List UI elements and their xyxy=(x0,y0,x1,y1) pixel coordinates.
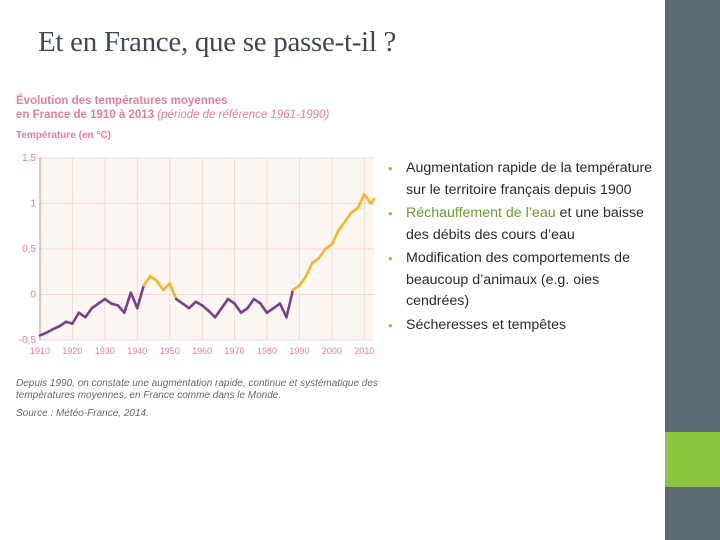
series-line-segment xyxy=(116,304,126,314)
temperature-figure: Évolution des températures moyennes en F… xyxy=(12,92,392,422)
series-line-segment xyxy=(187,300,197,310)
series-line-segment xyxy=(226,297,236,305)
series-line-segment xyxy=(291,284,301,292)
x-tick-label: 1940 xyxy=(127,346,147,356)
bullet-item: • Sécheresses et tempêtes xyxy=(388,315,660,337)
series-line-segment xyxy=(213,306,223,319)
figure-title-ref: (période de référence 1961-1990) xyxy=(157,109,330,121)
x-tick-label: 2010 xyxy=(354,346,374,356)
bullet-item: • Réchauffement de l’eau et une baisse de… xyxy=(388,203,660,246)
figure-source: Source : Météo-France, 2014. xyxy=(16,408,149,419)
series-line-segment xyxy=(77,311,87,319)
series-line-segment xyxy=(200,304,210,313)
x-tick-label: 1970 xyxy=(225,346,245,356)
series-line-segment xyxy=(246,297,256,310)
series-line-segment xyxy=(324,243,334,251)
bullet-highlight: Réchauffement de l’eau xyxy=(406,205,556,221)
series-line-segment xyxy=(304,261,314,278)
x-tick-label: 2000 xyxy=(322,346,342,356)
series-line-segment xyxy=(311,256,321,264)
series-line-segment xyxy=(58,320,68,328)
series-line-segment xyxy=(161,282,172,292)
y-tick-label: 1 xyxy=(30,199,36,210)
bullet-item: • Modification des comportements de beauc… xyxy=(388,248,660,313)
sidebar-accent xyxy=(665,432,720,487)
figure-title-line2: en France de 1910 à 2013 (période de réf… xyxy=(16,108,386,122)
slide-title: Et en France, que se passe-t-il ? xyxy=(38,26,397,58)
series-line-segment xyxy=(337,220,347,233)
series-line-segment xyxy=(330,229,340,246)
bullet-icon: • xyxy=(388,317,393,333)
x-tick-label: 1930 xyxy=(95,346,115,356)
series-line-segment xyxy=(343,211,353,223)
bullet-text: Sécheresses et tempêtes xyxy=(406,316,567,333)
series-line-segment xyxy=(265,306,275,314)
series-line-segment xyxy=(233,302,243,314)
figure-title-line1: Évolution des températures moyennes xyxy=(16,95,228,107)
x-tick-label: 1950 xyxy=(160,346,180,356)
series-line-segment xyxy=(103,297,113,305)
x-tick-label: 1960 xyxy=(192,346,212,356)
series-line-segment xyxy=(272,302,282,310)
bullet-list: • Augmentation rapide de la température s… xyxy=(388,158,660,338)
series-line-segment xyxy=(298,275,308,287)
series-line-segment xyxy=(239,306,249,314)
x-tick-label: 1920 xyxy=(62,346,82,356)
figure-title-main: en France de 1910 à 2013 xyxy=(16,109,155,121)
figure-caption: Depuis 1990, on constate une augmentatio… xyxy=(16,378,378,401)
bullet-text: Augmentation rapide de la température su… xyxy=(406,160,653,198)
series-line-segment xyxy=(148,275,159,283)
series-line-segment xyxy=(129,291,139,310)
series-line-segment xyxy=(135,284,146,310)
series-line-segment xyxy=(220,297,230,310)
x-tick-label: 1910 xyxy=(30,346,50,356)
series-line-segment xyxy=(142,275,152,287)
figure-title: Évolution des températures moyennes en F… xyxy=(16,94,386,122)
bullet-icon: • xyxy=(388,161,393,176)
series-line-segment xyxy=(252,297,262,305)
series-line-segment xyxy=(369,197,376,205)
bullet-text: Modification des comportements de beauco… xyxy=(406,250,630,309)
series-line-segment xyxy=(207,309,217,319)
series-line-segment xyxy=(362,193,373,205)
series-line-segment xyxy=(259,302,269,314)
chart-ylabel: Température (en °C) xyxy=(16,130,111,141)
series-line-segment xyxy=(356,193,366,210)
series-line-segment xyxy=(71,311,81,325)
series-line-segment xyxy=(97,297,107,305)
bullet-icon: • xyxy=(388,251,393,266)
bullet-item: • Augmentation rapide de la température s… xyxy=(388,158,660,201)
series-line-segment xyxy=(155,279,165,292)
y-tick-label: 0 xyxy=(30,290,36,301)
series-line-segment xyxy=(90,302,100,310)
series-line-segment xyxy=(181,302,191,310)
series-line-segment xyxy=(174,297,184,305)
series-line-segment xyxy=(317,247,327,260)
y-tick-label: 0,5 xyxy=(22,244,36,255)
y-tick-label: 1,5 xyxy=(22,153,36,164)
series-line-segment xyxy=(84,306,94,319)
bullet-text: et une baisse des débits des cours d’eau xyxy=(406,205,644,243)
bullet-icon: • xyxy=(388,206,393,221)
x-tick-label: 1990 xyxy=(289,346,309,356)
series-line-segment xyxy=(350,206,360,214)
series-line-segment xyxy=(123,291,133,314)
x-tick-label: 1980 xyxy=(257,346,277,356)
series-line-segment xyxy=(285,288,295,319)
series-line-segment xyxy=(168,282,178,301)
temperature-chart: 1910 1920 1930 1940 1950 1960 1970 1980 1990 2000… xyxy=(19,153,376,356)
y-tick-label: -0,5 xyxy=(19,335,37,346)
series-line-segment xyxy=(278,302,288,319)
